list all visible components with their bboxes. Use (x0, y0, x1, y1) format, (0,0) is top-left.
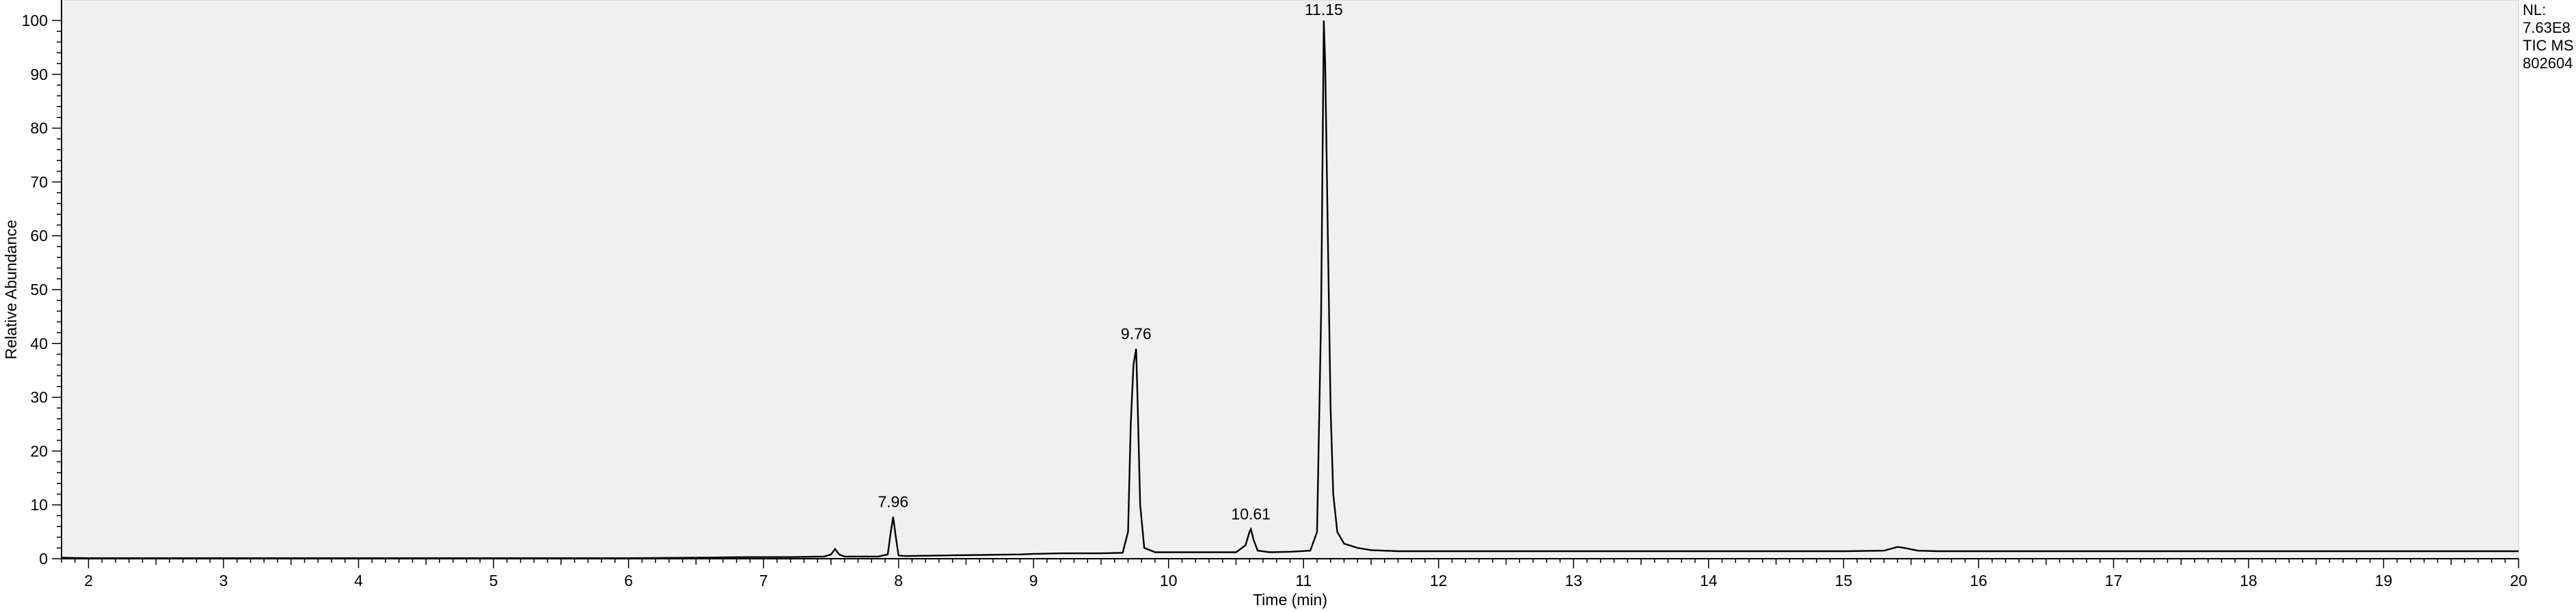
x-tick-label: 5 (489, 572, 498, 589)
peak-label: 7.96 (878, 493, 908, 511)
x-axis-title: Time (min) (1253, 591, 1327, 609)
y-tick-label: 20 (30, 442, 48, 460)
y-tick-label: 10 (30, 496, 48, 514)
x-tick-label: 3 (219, 572, 228, 589)
y-axis-title: Relative Abundance (2, 220, 20, 360)
y-tick-label: 40 (30, 335, 48, 352)
y-tick-label: 60 (30, 227, 48, 245)
info-line: TIC MS (2523, 37, 2574, 54)
x-tick-label: 11 (1295, 572, 1312, 589)
x-tick-label: 9 (1029, 572, 1038, 589)
info-line: NL: (2523, 1, 2546, 18)
y-tick-label: 30 (30, 389, 48, 406)
x-tick-label: 13 (1565, 572, 1583, 589)
x-tick-label: 20 (2510, 572, 2527, 589)
x-tick-label: 8 (894, 572, 903, 589)
plot-area (61, 0, 2519, 559)
y-tick-label: 90 (30, 66, 48, 83)
y-tick-label: 50 (30, 281, 48, 298)
y-tick-label: 100 (22, 12, 48, 29)
x-tick-label: 4 (354, 572, 363, 589)
peak-label: 9.76 (1121, 325, 1152, 343)
x-tick-label: 10 (1160, 572, 1178, 589)
x-tick-label: 17 (2105, 572, 2123, 589)
peak-label: 11.15 (1305, 1, 1343, 18)
x-tick-label: 18 (2240, 572, 2258, 589)
x-tick-label: 6 (624, 572, 633, 589)
x-tick-label: 15 (1835, 572, 1853, 589)
x-tick-label: 2 (84, 572, 93, 589)
x-axis-ticks: 2 3 4 5 6 7 8 9 10 11 12 13 14 15 16 17 18 19 20 (61, 559, 2527, 589)
info-line: 7.63E8 (2523, 19, 2571, 36)
x-tick-label: 16 (1970, 572, 1988, 589)
peak-labels: 7.96 9.76 10.61 11.15 (878, 1, 1342, 523)
info-line: 802604 (2523, 55, 2573, 72)
y-tick-label: 70 (30, 173, 48, 191)
x-tick-label: 12 (1430, 572, 1448, 589)
x-tick-label: 19 (2375, 572, 2393, 589)
x-tick-label: 14 (1700, 572, 1718, 589)
tic-trace-line (61, 20, 2519, 559)
y-tick-label: 0 (39, 550, 48, 568)
y-tick-label: 80 (30, 120, 48, 137)
x-tick-label: 7 (759, 572, 768, 589)
peak-label: 10.61 (1231, 505, 1271, 523)
y-axis-ticks: 0 10 20 30 40 50 60 70 80 90 100 (22, 12, 62, 568)
